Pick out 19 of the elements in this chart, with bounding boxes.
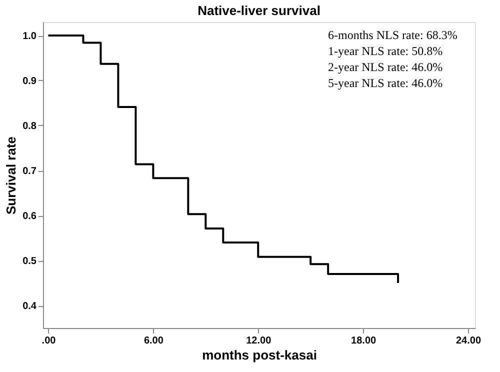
- x-tick-label: 12.00: [246, 336, 272, 346]
- chart-title: Native-liver survival: [198, 3, 320, 18]
- y-tick-label: 1.0: [22, 31, 37, 42]
- annotation: 6-months NLS rate: 68.3%: [328, 28, 458, 42]
- x-axis-title: months post-kasai: [202, 348, 317, 362]
- y-axis-title: Survival rate: [4, 136, 19, 215]
- annotation: 1-year NLS rate: 50.8%: [328, 44, 443, 58]
- y-tick-label: 0.5: [22, 256, 37, 267]
- x-tick-label: 6.00: [144, 336, 164, 346]
- annotation: 5-year NLS rate: 46.0%: [328, 76, 443, 90]
- x-tick-label: 24.00: [456, 336, 482, 346]
- y-tick-label: 0.6: [22, 211, 37, 222]
- annotation: 2-year NLS rate: 46.0%: [328, 60, 443, 74]
- x-tick-label: .00: [42, 336, 56, 346]
- y-tick-label: 0.4: [22, 301, 37, 312]
- y-tick-label: 0.9: [22, 76, 37, 87]
- y-tick-label: 0.8: [22, 121, 37, 132]
- y-tick-label: 0.7: [22, 166, 37, 177]
- x-tick-label: 18.00: [351, 336, 377, 346]
